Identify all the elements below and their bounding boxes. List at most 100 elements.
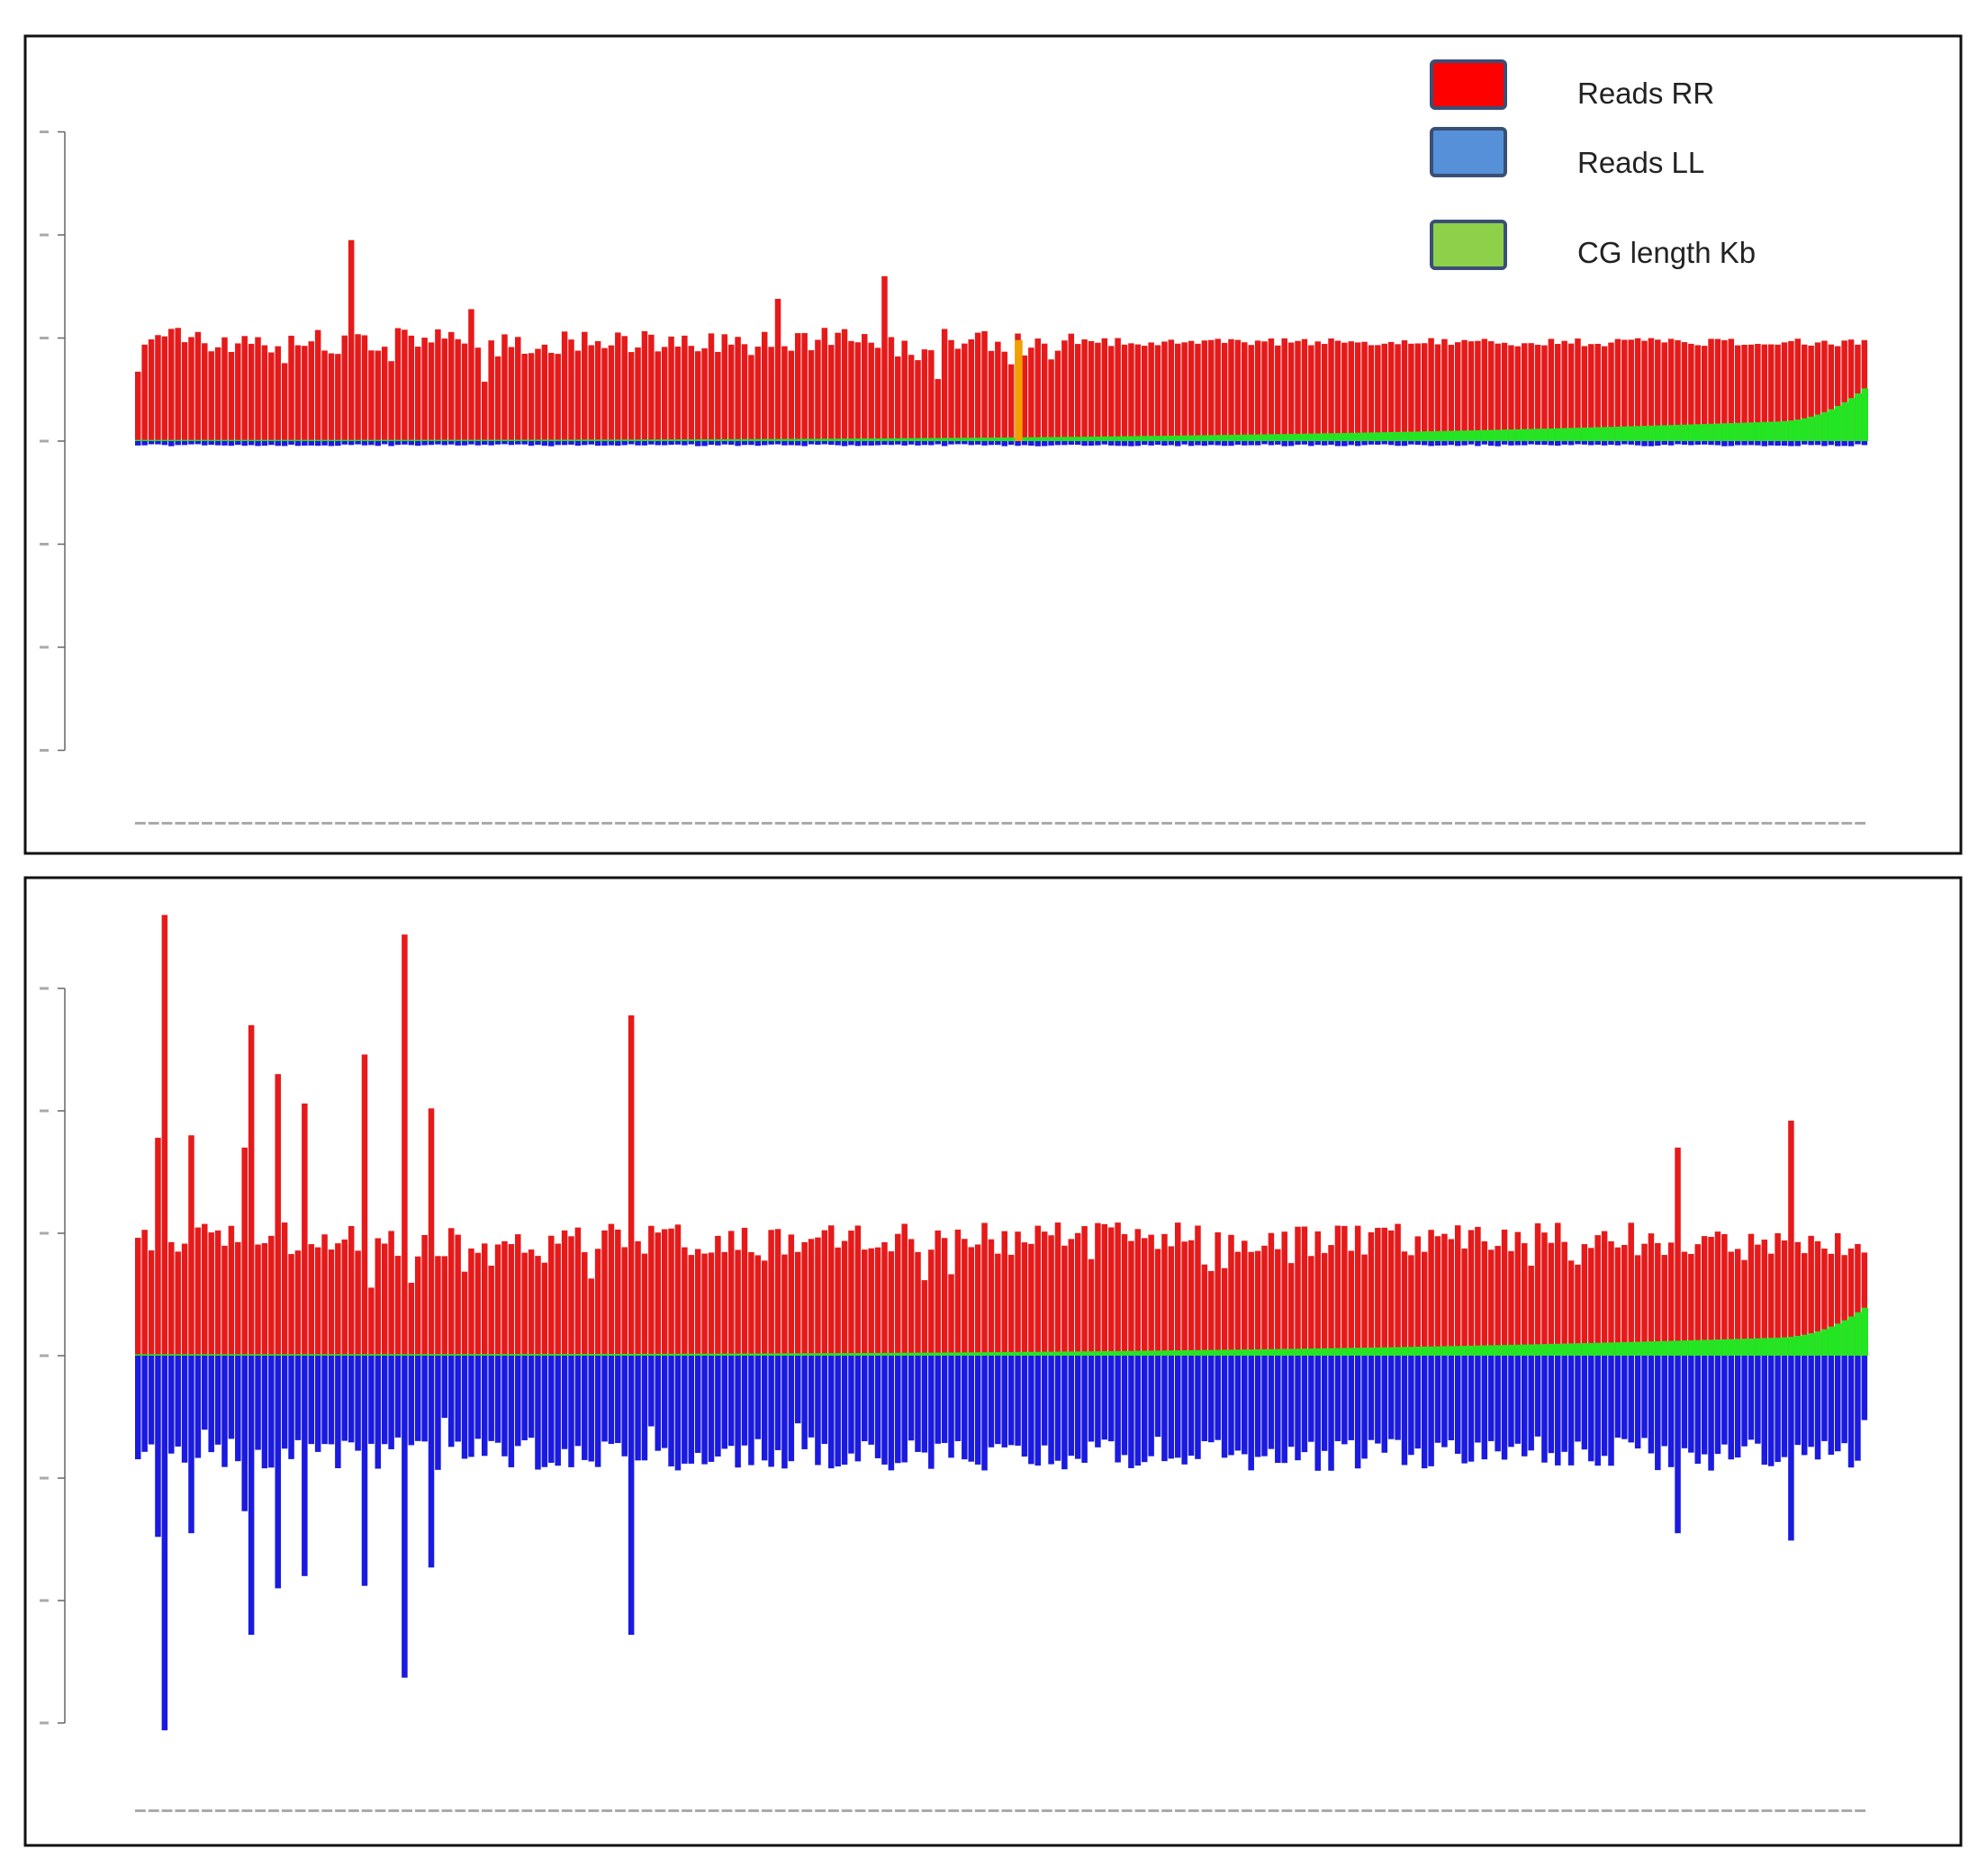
bar-cg-length — [1821, 1329, 1829, 1356]
bar-reads-rr — [141, 1230, 148, 1356]
bar-reads-ll — [1195, 1356, 1201, 1459]
bar-reads-rr — [848, 1231, 854, 1356]
y-tick-label — [40, 1354, 49, 1357]
bar-reads-rr — [468, 1248, 474, 1356]
bar-reads-ll — [488, 441, 494, 446]
bar-reads-ll — [1308, 1356, 1314, 1442]
bar-reads-ll — [1708, 441, 1714, 446]
bar-reads-rr — [748, 1251, 754, 1356]
y-tick-label — [40, 1109, 49, 1113]
bar-reads-rr — [788, 1234, 795, 1356]
bar-reads-ll — [1528, 441, 1534, 445]
bar-cg-length — [1107, 436, 1115, 441]
bar-reads-rr — [294, 1250, 302, 1356]
bar-reads-rr — [355, 334, 361, 441]
bar-cg-length — [901, 437, 908, 441]
bar-reads-rr — [508, 1244, 515, 1356]
bar-reads-rr — [1567, 343, 1575, 441]
bar-reads-rr — [1808, 345, 1814, 441]
bar-reads-ll — [915, 441, 921, 446]
bar-reads-rr — [1341, 1225, 1348, 1356]
bar-reads-ll — [1801, 441, 1808, 445]
bar-cg-length — [1254, 434, 1262, 441]
bar-cg-length — [1648, 1341, 1656, 1356]
bar-reads-rr — [281, 1222, 288, 1356]
bar-cg-length — [1395, 431, 1402, 441]
bar-cg-length — [621, 439, 628, 441]
bar-reads-ll — [1461, 1356, 1468, 1464]
bar-cg-length — [161, 439, 169, 441]
bar-reads-ll — [841, 441, 848, 446]
bar-cg-length — [302, 439, 309, 441]
bar-reads-ll — [588, 1356, 594, 1462]
bar-reads-rr — [1841, 340, 1847, 441]
bar-reads-ll — [341, 441, 348, 445]
bar-reads-ll — [268, 441, 275, 446]
bar-cg-length — [1481, 1345, 1488, 1356]
bar-cg-length — [821, 438, 828, 441]
bar-cg-length — [727, 1353, 736, 1356]
bar-cg-length — [1501, 1345, 1509, 1356]
bar-cg-length — [1181, 1349, 1188, 1356]
bar-reads-rr — [1228, 338, 1234, 441]
bar-cg-length — [608, 1354, 616, 1356]
bar-cg-length — [601, 439, 609, 441]
bar-reads-rr — [361, 335, 368, 441]
x-tick-label — [694, 822, 706, 825]
x-tick-label — [841, 1809, 853, 1812]
bar-reads-ll — [375, 441, 382, 446]
bar-reads-ll — [461, 1356, 468, 1459]
bar-cg-length — [1028, 1351, 1035, 1356]
bar-reads-rr — [435, 329, 441, 441]
bar-reads-rr — [561, 1230, 568, 1356]
bar-reads-ll — [954, 441, 962, 445]
bar-cg-length — [1188, 435, 1196, 441]
x-tick-label — [1054, 1809, 1066, 1812]
bar-reads-ll — [1068, 441, 1075, 446]
bar-cg-length — [482, 1354, 489, 1356]
bar-reads-ll — [288, 1356, 294, 1459]
x-tick-label — [668, 822, 680, 825]
bar-reads-rr — [148, 1250, 155, 1356]
x-tick-label — [1175, 1809, 1186, 1812]
bar-cg-length — [168, 439, 176, 441]
bar-reads-ll — [1314, 441, 1321, 446]
bar-cg-length — [921, 1352, 929, 1356]
x-tick-label — [1534, 822, 1546, 825]
bar-cg-length — [1088, 437, 1096, 441]
bar-reads-ll — [1261, 441, 1268, 445]
bar-reads-rr — [988, 350, 995, 441]
bar-reads-ll — [1614, 1356, 1621, 1439]
bar-reads-rr — [214, 1230, 221, 1356]
bar-reads-rr — [1448, 1239, 1455, 1356]
bar-reads-rr — [768, 1230, 774, 1356]
bar-reads-rr — [835, 332, 841, 441]
bar-reads-rr — [1115, 1222, 1121, 1356]
bar-cg-length — [1348, 1348, 1355, 1356]
bar-reads-rr — [868, 342, 874, 441]
bar-reads-rr — [1694, 1244, 1702, 1356]
bar-reads-ll — [901, 1356, 908, 1463]
bar-reads-rr — [1534, 344, 1541, 441]
bar-cg-length — [1368, 432, 1376, 441]
bar-reads-rr — [1767, 344, 1775, 441]
bar-reads-ll — [161, 441, 168, 446]
bar-cg-length — [321, 439, 329, 441]
bar-cg-length — [288, 439, 295, 441]
bar-cg-length — [661, 1353, 669, 1356]
bar-cg-length — [1648, 425, 1656, 441]
bar-reads-rr — [474, 1252, 482, 1356]
bar-reads-rr — [727, 344, 735, 441]
bar-cg-length — [1115, 1350, 1122, 1356]
bar-cg-length — [754, 1353, 762, 1356]
x-tick-label — [1828, 822, 1839, 825]
bar-cg-length — [275, 1354, 282, 1356]
bar-cg-length — [748, 438, 755, 441]
bar-reads-rr — [501, 1240, 508, 1356]
bar-cg-length — [1748, 422, 1756, 441]
bar-reads-rr — [1761, 1240, 1768, 1356]
x-tick-label — [321, 822, 333, 825]
bar-reads-rr — [1601, 346, 1608, 441]
bar-reads-ll — [1608, 1356, 1614, 1466]
bar-reads-rr — [1088, 340, 1095, 441]
